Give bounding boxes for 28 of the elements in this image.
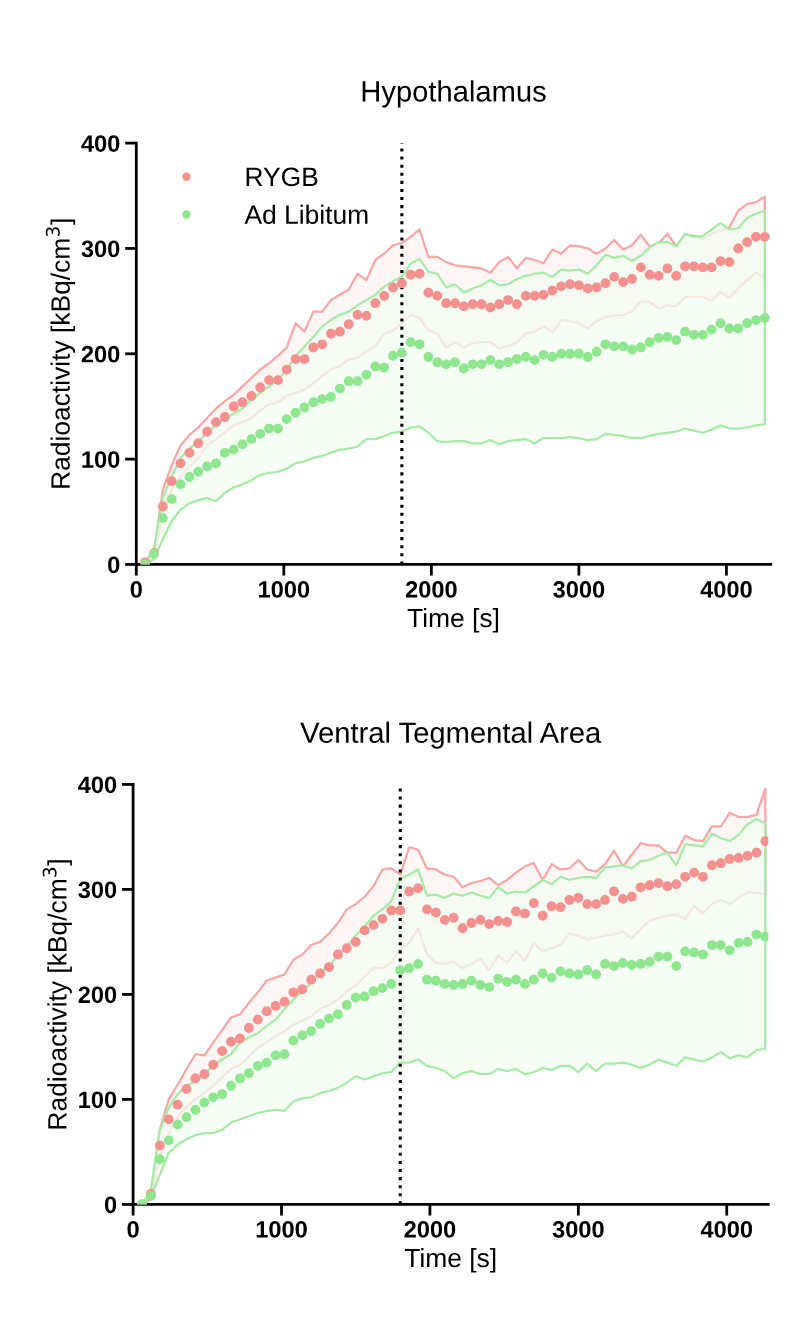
x-axis-title: Time [s] — [404, 1247, 496, 1273]
x-axis-title: Time [s] — [407, 607, 499, 633]
chart-title: Ventral Tegmental Area — [300, 721, 602, 749]
y-tick-label: 300 — [78, 881, 117, 899]
y-tick-label: 0 — [104, 1196, 117, 1214]
y-tick-label: 100 — [79, 1091, 117, 1109]
y-tick-label: 300 — [81, 240, 120, 258]
y-tick-label: 200 — [81, 345, 120, 363]
y-tick-label: 200 — [78, 986, 117, 1004]
y-tick-label: 400 — [78, 776, 117, 794]
x-tick-label: 0 — [127, 1221, 139, 1238]
x-tick-label: 0 — [130, 581, 142, 598]
x-tick-label: 3000 — [552, 1221, 604, 1238]
y-tick-label: 400 — [81, 135, 120, 152]
chart-title: Hypothalamus — [362, 80, 546, 108]
x-tick-label: 4000 — [700, 581, 752, 598]
y-axis-title: Radioactivity [kBq/cm$^{3}$] — [42, 860, 72, 1129]
x-tick-label: 3000 — [553, 581, 605, 598]
x-tick-label: 4000 — [700, 1221, 753, 1238]
legend-label: Ad Libitum — [244, 204, 368, 225]
x-tick-label: 2000 — [405, 581, 457, 598]
x-tick-label: 1000 — [259, 581, 310, 598]
x-tick-label: 2000 — [404, 1221, 456, 1238]
y-axis-title: Radioactivity [kBq/cm$^{3}$] — [45, 219, 76, 488]
x-tick-label: 1000 — [256, 1221, 307, 1238]
legend-label: RYGB — [246, 167, 318, 187]
y-tick-label: 100 — [82, 451, 120, 468]
y-tick-label: 0 — [108, 556, 120, 574]
